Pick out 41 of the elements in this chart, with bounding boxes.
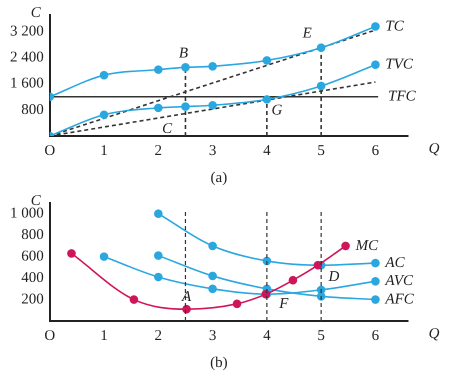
annotation: C — [162, 120, 174, 137]
series-label: AC — [384, 255, 406, 272]
annotation: E — [302, 26, 312, 42]
x-tick-label: 2 — [154, 328, 162, 344]
x-tick-label: 1 — [100, 142, 108, 159]
text: (a) — [210, 170, 228, 186]
x-tick-label: 6 — [372, 142, 380, 159]
annotation: F — [278, 296, 290, 312]
x-tick-label: 1 — [100, 328, 108, 344]
x-tick-label: O — [44, 328, 56, 344]
x-axis-title: Q — [428, 326, 440, 342]
series-label: TFC — [388, 88, 417, 105]
y-tick-label: 1 600 — [10, 76, 44, 92]
x-tick-label: 4 — [263, 142, 272, 159]
y-tick-label: 3 200 — [10, 23, 44, 40]
y-tick-label: 800 — [21, 102, 44, 118]
x-tick-label: 5 — [317, 142, 325, 159]
x-tick-label: 4 — [263, 328, 272, 344]
y-tick-label: 2 400 — [10, 49, 44, 66]
x-tick-label: 3 — [208, 328, 216, 344]
y-tick-label: 600 — [21, 248, 44, 265]
series-label: AVC — [384, 273, 414, 290]
y-tick-label: 200 — [21, 291, 44, 308]
x-tick-label: 3 — [208, 142, 216, 159]
x-tick-label: 2 — [154, 142, 162, 159]
x-tick-label: O — [44, 142, 56, 159]
x-tick-label: 5 — [317, 328, 325, 344]
y-tick-label: 800 — [21, 227, 44, 244]
y-axis-title: C — [30, 4, 42, 21]
text: (b) — [210, 354, 228, 371]
y-tick-label: 400 — [21, 270, 44, 286]
series-label: AFC — [384, 291, 415, 308]
annotation: G — [271, 102, 282, 118]
x-axis-title: Q — [428, 140, 440, 157]
annotation: A — [180, 289, 192, 306]
annotation: B — [178, 45, 188, 62]
series-label: TC — [385, 18, 405, 34]
series-label: MC — [354, 238, 380, 254]
x-tick-label: 6 — [372, 328, 380, 344]
series-label: TVC — [385, 56, 414, 73]
annotation: D — [327, 269, 340, 286]
